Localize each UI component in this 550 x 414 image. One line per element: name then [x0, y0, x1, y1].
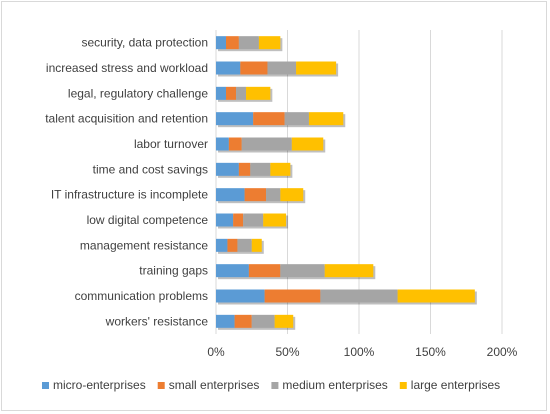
bar-large-enterprises-legal-regulatory-challenge: [246, 86, 271, 100]
bars-layer: [216, 36, 477, 330]
x-tick-label-150: 150%: [415, 345, 446, 359]
bar-medium-enterprises-legal-regulatory-challenge: [236, 86, 247, 100]
x-tick-label-100: 100%: [344, 345, 375, 359]
legend-label-medium-enterprises: medium enterprises: [282, 378, 387, 392]
bar-small-enterprises-legal-regulatory-challenge: [226, 86, 237, 100]
bar-small-enterprises-talent-acquisition-and-retention: [253, 112, 285, 126]
bar-micro-enterprises-training-gaps: [216, 264, 249, 278]
category-label-communication-problems: communication problems: [75, 289, 208, 303]
category-label-it-infrastructure-is-incomplete: IT infrastructure is incomplete: [51, 188, 208, 202]
category-labels: security, data protection increased stres…: [45, 36, 208, 329]
category-label-increased-stress-and-workload: increased stress and workload: [46, 61, 208, 75]
bar-micro-enterprises-management-resistance: [216, 238, 228, 252]
bar-micro-enterprises-legal-regulatory-challenge: [216, 86, 227, 100]
bar-medium-enterprises-time-and-cost-savings: [250, 162, 271, 176]
bar-medium-enterprises-communication-problems: [320, 289, 398, 303]
bar-medium-enterprises-it-infrastructure-is-incomplete: [266, 188, 281, 202]
bar-large-enterprises-workers-resistance: [274, 314, 294, 328]
bar-micro-enterprises-workers-resistance: [216, 314, 235, 328]
bar-micro-enterprises-talent-acquisition-and-retention: [216, 112, 254, 126]
legend-swatch-medium-enterprises: [271, 382, 279, 389]
bar-micro-enterprises-communication-problems: [216, 289, 265, 303]
bar-small-enterprises-labor-turnover: [228, 137, 242, 151]
bar-micro-enterprises-it-infrastructure-is-incomplete: [216, 188, 245, 202]
bar-large-enterprises-it-infrastructure-is-incomplete: [280, 188, 304, 202]
bar-micro-enterprises-labor-turnover: [216, 137, 229, 151]
bar-medium-enterprises-increased-stress-and-workload: [267, 61, 297, 75]
category-label-management-resistance: management resistance: [80, 238, 208, 252]
grid-layer: [215, 30, 503, 334]
category-label-security-data-protection: security, data protection: [81, 36, 208, 50]
bar-micro-enterprises-time-and-cost-savings: [216, 162, 239, 176]
legend-label-small-enterprises: small enterprises: [169, 378, 260, 392]
bar-large-enterprises-management-resistance: [251, 238, 262, 252]
bar-medium-enterprises-workers-resistance: [251, 314, 275, 328]
category-label-talent-acquisition-and-retention: talent acquisition and retention: [45, 112, 208, 126]
legend-swatch-large-enterprises: [399, 382, 407, 389]
category-label-labor-turnover: labor turnover: [134, 137, 208, 151]
bar-small-enterprises-low-digital-competence: [233, 213, 244, 227]
legend-swatch-micro-enterprises: [42, 382, 49, 389]
category-label-time-and-cost-savings: time and cost savings: [93, 162, 208, 176]
bar-small-enterprises-communication-problems: [264, 289, 321, 303]
bar-small-enterprises-management-resistance: [227, 238, 238, 252]
bar-small-enterprises-it-infrastructure-is-incomplete: [244, 188, 267, 202]
bar-medium-enterprises-low-digital-competence: [243, 213, 264, 227]
category-label-legal-regulatory-challenge: legal, regulatory challenge: [68, 86, 208, 100]
bar-medium-enterprises-talent-acquisition-and-retention: [284, 112, 309, 126]
bar-large-enterprises-labor-turnover: [291, 137, 324, 151]
x-tick-label-0: 0%: [207, 345, 225, 359]
bar-medium-enterprises-labor-turnover: [241, 137, 292, 151]
bar-small-enterprises-training-gaps: [248, 264, 281, 278]
bar-large-enterprises-time-and-cost-savings: [270, 162, 291, 176]
bar-micro-enterprises-increased-stress-and-workload: [216, 61, 241, 75]
category-label-training-gaps: training gaps: [139, 264, 208, 278]
x-tick-label-200: 200%: [487, 345, 518, 359]
bar-small-enterprises-security-data-protection: [226, 36, 239, 50]
legend-swatch-small-enterprises: [157, 382, 165, 389]
bar-small-enterprises-workers-resistance: [234, 314, 252, 328]
bar-micro-enterprises-security-data-protection: [216, 36, 227, 50]
bar-large-enterprises-training-gaps: [324, 264, 374, 278]
bar-large-enterprises-talent-acquisition-and-retention: [308, 112, 344, 126]
legend: micro-enterprises small enterprises medium…: [42, 378, 500, 392]
bar-large-enterprises-communication-problems: [397, 289, 475, 303]
bar-medium-enterprises-security-data-protection: [238, 36, 259, 50]
bar-micro-enterprises-low-digital-competence: [216, 213, 234, 227]
x-tick-labels: 0% 50% 100% 150% 200%: [207, 345, 517, 359]
legend-label-large-enterprises: large enterprises: [411, 378, 500, 392]
bar-medium-enterprises-training-gaps: [280, 264, 325, 278]
x-tick-label-50: 50%: [275, 345, 299, 359]
category-label-workers-resistance: workers' resistance: [105, 314, 209, 328]
bar-small-enterprises-increased-stress-and-workload: [240, 61, 268, 75]
bar-small-enterprises-time-and-cost-savings: [238, 162, 251, 176]
bar-large-enterprises-security-data-protection: [258, 36, 281, 50]
bar-medium-enterprises-management-resistance: [237, 238, 252, 252]
legend-label-micro-enterprises: micro-enterprises: [53, 378, 146, 392]
bar-large-enterprises-low-digital-competence: [263, 213, 287, 227]
category-label-low-digital-competence: low digital competence: [87, 213, 209, 227]
bar-large-enterprises-increased-stress-and-workload: [296, 61, 337, 75]
